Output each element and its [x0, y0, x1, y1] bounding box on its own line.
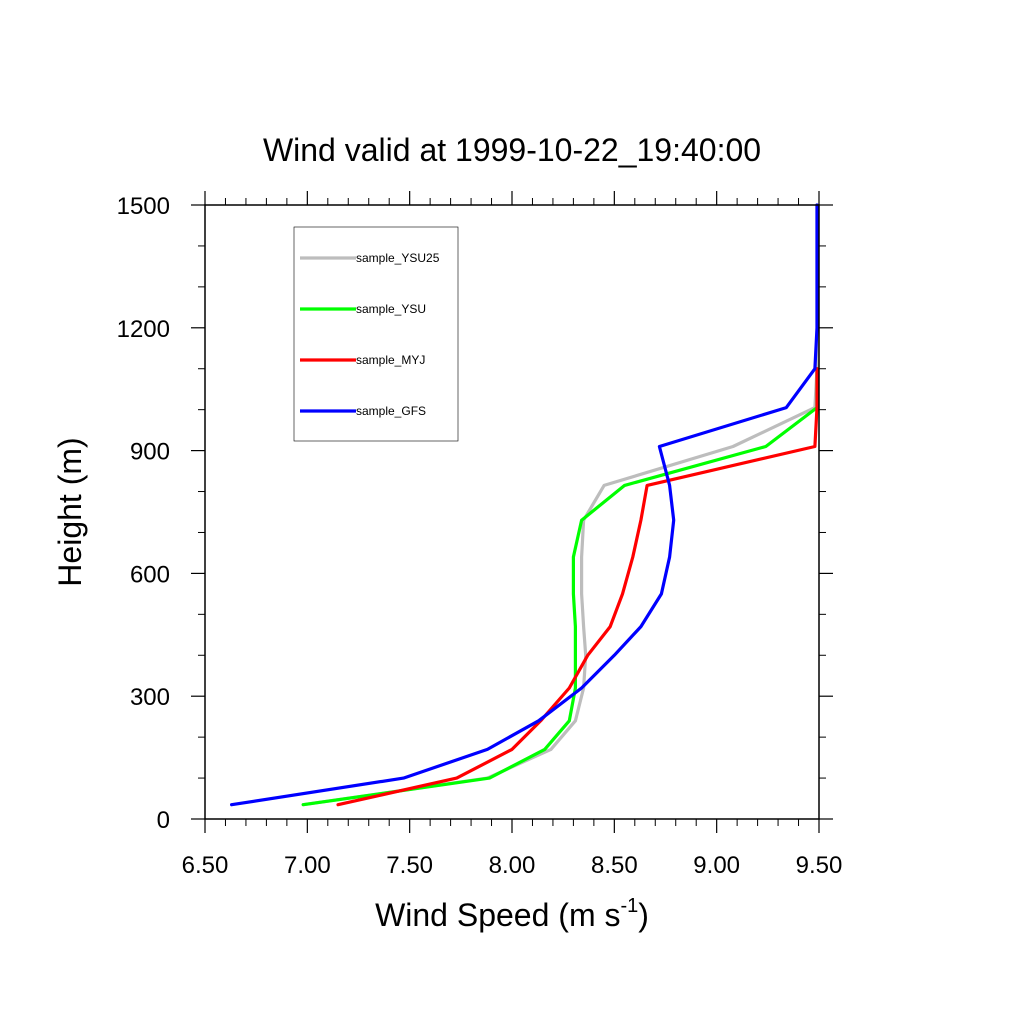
y-tick-label: 300	[130, 684, 170, 711]
legend-items: sample_YSU25 sample_YSU sample_MYJ sample_G…	[300, 251, 440, 418]
tick-label-layer: 6.50 7.00 7.50 8.00 8.50 9.00 9.50 0 300 600 900 12…	[117, 193, 843, 879]
y-tick-label: 1200	[117, 316, 170, 343]
y-tick-label: 1500	[117, 193, 170, 220]
x-axis-label-main: Wind Speed (m s	[375, 897, 620, 933]
y-axis-label: Height (m)	[52, 437, 88, 586]
legend-label-sample-ysu25: sample_YSU25	[356, 251, 440, 265]
x-axis-label-suffix: )	[638, 897, 649, 933]
chart-title: Wind valid at 1999-10-22_19:40:00	[263, 132, 761, 168]
tick-layer	[191, 191, 833, 833]
series-line-sample-ysu	[301, 367, 819, 807]
x-tick-label: 8.50	[591, 852, 638, 879]
legend-label-sample-ysu: sample_YSU	[356, 302, 426, 316]
series-layer	[230, 203, 819, 807]
y-tick-label: 0	[157, 807, 170, 834]
x-tick-label: 8.00	[489, 852, 536, 879]
series-line-sample-gfs	[230, 203, 819, 807]
y-tick-label: 900	[130, 439, 170, 466]
series-line-sample-myj	[336, 367, 819, 807]
x-axis-label: Wind Speed (m s-1)	[375, 895, 649, 933]
legend-label-sample-gfs: sample_GFS	[356, 404, 426, 418]
legend-label-sample-myj: sample_MYJ	[356, 353, 425, 367]
x-tick-label: 9.50	[796, 852, 843, 879]
x-axis-label-superscript: -1	[620, 895, 638, 917]
legend: sample_YSU25 sample_YSU sample_MYJ sample_G…	[293, 226, 459, 442]
y-tick-label: 600	[130, 561, 170, 588]
x-tick-label: 7.50	[386, 852, 433, 879]
x-tick-label: 7.00	[284, 852, 331, 879]
x-tick-label: 9.00	[693, 852, 740, 879]
legend-box	[293, 226, 459, 442]
x-tick-label: 6.50	[182, 852, 229, 879]
